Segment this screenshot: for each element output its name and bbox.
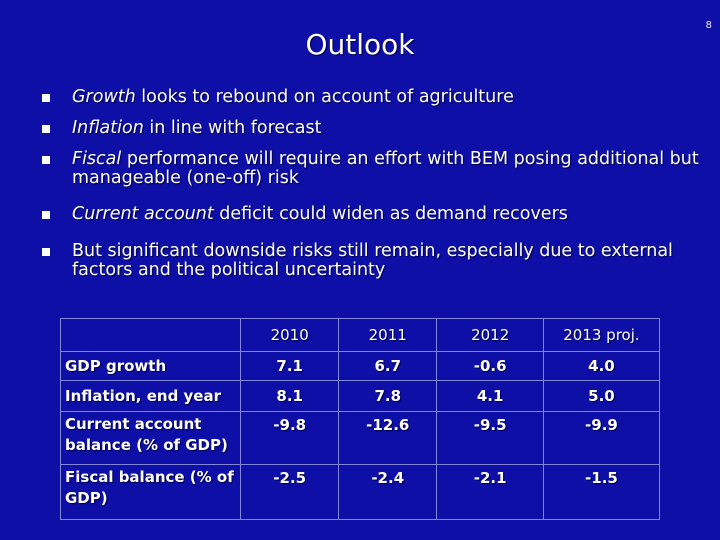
bullet-list: Growth looks to rebound on account of ag… bbox=[40, 84, 700, 280]
bullet-lead: Current account bbox=[72, 204, 214, 224]
row-label: Fiscal balance (% of GDP) bbox=[59, 464, 242, 520]
table-cell: -2.5 bbox=[240, 464, 340, 520]
table-header-cell: 2013 proj. bbox=[542, 318, 661, 352]
page-number: 8 bbox=[705, 20, 712, 31]
bullet-text: looks to rebound on account of agricultu… bbox=[135, 87, 514, 107]
table-header-row: 2010 2011 2012 2013 proj. bbox=[59, 318, 661, 352]
outlook-table: 2010 2011 2012 2013 proj. GDP growth 7.1… bbox=[59, 318, 661, 520]
bullet-item: But significant downside risks still rem… bbox=[40, 242, 700, 280]
square-bullet-icon bbox=[42, 156, 50, 164]
table-cell: -12.6 bbox=[338, 411, 438, 465]
bullet-item: Current account deficit could widen as d… bbox=[40, 205, 700, 224]
square-bullet-icon bbox=[42, 125, 50, 133]
bullet-text: But significant downside risks still rem… bbox=[72, 241, 673, 280]
slide-title: Outlook bbox=[305, 28, 415, 61]
table-header-cell: 2012 bbox=[436, 318, 544, 352]
bullet-text: performance will require an effort with … bbox=[72, 149, 699, 188]
table-cell: 6.7 bbox=[338, 351, 438, 381]
table-row: GDP growth 7.1 6.7 -0.6 4.0 bbox=[59, 351, 661, 381]
table-cell: -1.5 bbox=[542, 464, 661, 520]
bullet-text: deficit could widen as demand recovers bbox=[213, 204, 568, 224]
square-bullet-icon bbox=[42, 211, 50, 219]
bullet-item: Fiscal performance will require an effor… bbox=[40, 150, 700, 188]
table-cell: -9.5 bbox=[436, 411, 544, 465]
table-header-cell bbox=[59, 318, 242, 352]
row-label: Inflation, end year bbox=[59, 380, 242, 412]
table-cell: -0.6 bbox=[436, 351, 544, 381]
table-cell: 4.1 bbox=[436, 380, 544, 412]
table-cell: 7.8 bbox=[338, 380, 438, 412]
table-cell: -9.9 bbox=[542, 411, 661, 465]
square-bullet-icon bbox=[42, 248, 50, 256]
square-bullet-icon bbox=[42, 94, 50, 102]
table-cell: 7.1 bbox=[240, 351, 340, 381]
bullet-lead: Growth bbox=[72, 87, 136, 107]
bullet-lead: Fiscal bbox=[72, 149, 122, 169]
table-row: Fiscal balance (% of GDP) -2.5 -2.4 -2.1… bbox=[59, 464, 661, 520]
table-cell: -9.8 bbox=[240, 411, 340, 465]
bullet-item: Growth looks to rebound on account of ag… bbox=[40, 88, 700, 107]
table-cell: 8.1 bbox=[240, 380, 340, 412]
table-header-cell: 2010 bbox=[240, 318, 340, 352]
table-header-cell: 2011 bbox=[338, 318, 438, 352]
bullet-lead: Inflation bbox=[72, 118, 144, 138]
table-cell: 5.0 bbox=[542, 380, 661, 412]
bullet-item: Inflation in line with forecast bbox=[40, 119, 700, 138]
table-cell: -2.1 bbox=[436, 464, 544, 520]
row-label: GDP growth bbox=[59, 351, 242, 381]
table-cell: -2.4 bbox=[338, 464, 438, 520]
bullet-text: in line with forecast bbox=[143, 118, 322, 138]
table-row: Inflation, end year 8.1 7.8 4.1 5.0 bbox=[59, 380, 661, 412]
row-label: Current account balance (% of GDP) bbox=[59, 411, 242, 465]
table-row: Current account balance (% of GDP) -9.8 … bbox=[59, 411, 661, 465]
table-cell: 4.0 bbox=[542, 351, 661, 381]
